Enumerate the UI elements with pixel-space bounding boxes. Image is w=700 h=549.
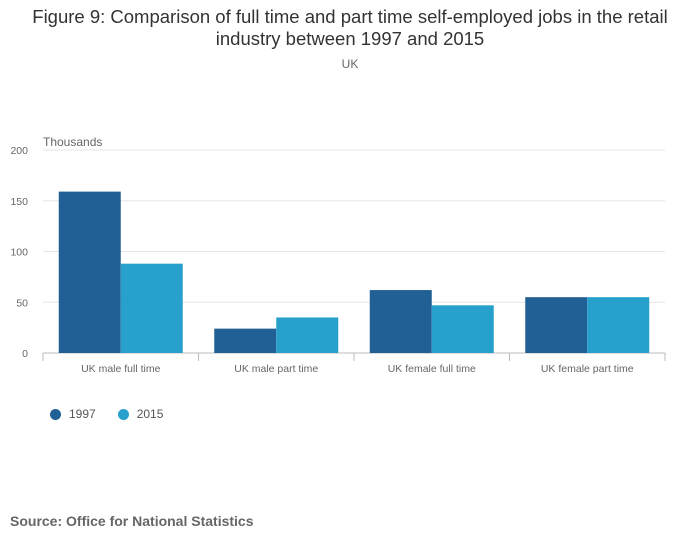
y-tick-label-50: 50 — [16, 297, 28, 309]
y-tick-label-100: 100 — [10, 247, 28, 259]
bar-1997-1 — [214, 328, 277, 353]
y-tick-label-200: 200 — [10, 145, 28, 157]
x-tick-label-3: UK female part time — [541, 363, 634, 375]
legend-item-2015[interactable]: 2015 — [117, 407, 164, 421]
y-tick-label-0: 0 — [22, 348, 28, 360]
bar-2015-0 — [120, 263, 183, 353]
x-tick-label-1: UK male part time — [234, 363, 318, 375]
bar-2015-2 — [431, 305, 494, 353]
legend-swatch-1997 — [50, 408, 61, 420]
chart-subtitle: UK — [341, 57, 359, 71]
bar-2015-1 — [276, 317, 339, 353]
x-tick-label-2: UK female full time — [388, 363, 476, 375]
legend: 1997 2015 — [50, 407, 163, 421]
chart-title: Figure 9: Comparison of full time and pa… — [32, 6, 668, 49]
bar-2015-3 — [587, 297, 650, 353]
source-note: Source: Office for National Statistics — [10, 513, 254, 529]
x-tick-label-0: UK male full time — [81, 363, 161, 375]
legend-item-1997[interactable]: 1997 — [50, 407, 96, 421]
legend-label-1997: 1997 — [69, 407, 96, 421]
legend-swatch-2015 — [117, 408, 129, 420]
y-tick-label-150: 150 — [10, 196, 28, 208]
legend-label-2015: 2015 — [136, 407, 164, 421]
bar-1997-2 — [369, 290, 432, 353]
bar-1997-3 — [525, 297, 588, 353]
y-axis-label: Thousands — [43, 135, 103, 149]
bar-1997-0 — [58, 191, 121, 353]
